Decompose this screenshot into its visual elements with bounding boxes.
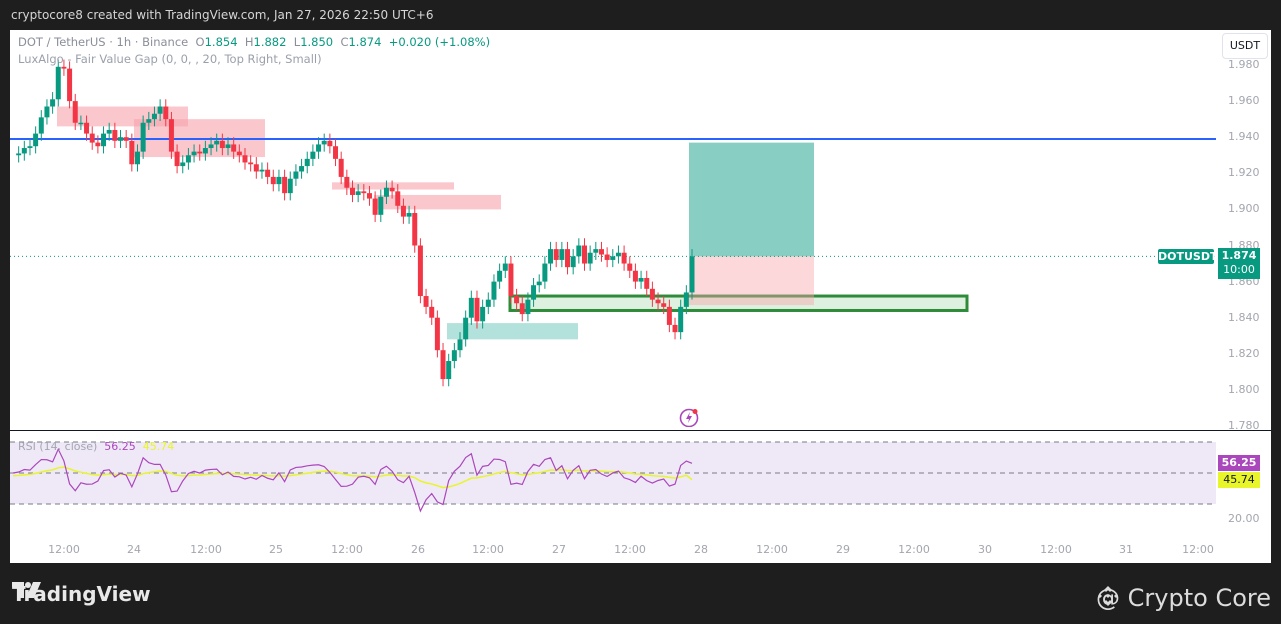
- indicator-legend[interactable]: LuxAlgo - Fair Value Gap (0, 0, , 20, To…: [18, 52, 322, 66]
- time-tick: 12:00: [331, 543, 363, 556]
- watermark-text: @ Crypto Core: [1096, 584, 1271, 612]
- tradingview-logo-icon: [12, 582, 41, 598]
- time-tick: 30: [978, 543, 992, 556]
- last-price: 1.874: [1221, 249, 1257, 262]
- price-tick: 1.920: [1228, 166, 1260, 180]
- attribution-bar: cryptocore8 created with TradingView.com…: [0, 0, 1281, 30]
- price-tick: 1.900: [1228, 202, 1260, 216]
- time-tick: 29: [836, 543, 850, 556]
- rsi-value: 56.25: [104, 440, 136, 453]
- price-tick: 1.820: [1228, 346, 1260, 360]
- candlestick-chart[interactable]: [10, 30, 1271, 563]
- time-tick: 12:00: [898, 543, 930, 556]
- currency-button[interactable]: USDT: [1222, 33, 1268, 59]
- pane-separator[interactable]: [10, 430, 1271, 431]
- binance-diamond-icon: [1098, 586, 1119, 606]
- rsi-legend[interactable]: RSI (14, close) 56.25 45.74: [18, 440, 174, 453]
- high-value: 1.882: [253, 35, 287, 49]
- time-tick: 31: [1119, 543, 1133, 556]
- symbol-name: DOT / TetherUS · 1h · Binance: [18, 35, 189, 49]
- time-tick: 12:00: [1040, 543, 1072, 556]
- time-tick: 24: [127, 543, 141, 556]
- time-tick: 12:00: [472, 543, 504, 556]
- time-tick: 27: [552, 543, 566, 556]
- low-value: 1.850: [300, 35, 334, 49]
- time-tick: 28: [694, 543, 708, 556]
- rsi-value-tag: 56.25: [1218, 455, 1260, 471]
- watermark: @ Crypto Core: [1096, 584, 1271, 612]
- rsi-ma-tag: 45.74: [1218, 472, 1260, 488]
- price-tick: 1.980: [1228, 58, 1260, 71]
- time-tick: 12:00: [48, 543, 80, 556]
- price-tick: 1.960: [1228, 94, 1260, 108]
- bar-countdown: 10:00: [1223, 263, 1255, 276]
- price-tick: 1.940: [1228, 130, 1260, 144]
- change-value: +0.020 (+1.08%): [388, 35, 491, 49]
- time-tick: 12:00: [756, 543, 788, 556]
- tradingview-logo[interactable]: TradingView: [12, 582, 151, 606]
- lightning-alert-icon[interactable]: [679, 407, 699, 427]
- time-tick: 12:00: [614, 543, 646, 556]
- rsi-axis-label: 20.00: [1228, 512, 1260, 525]
- attribution-text: cryptocore8 created with TradingView.com…: [11, 8, 434, 22]
- rsi-label: RSI (14, close): [18, 440, 98, 453]
- price-tick: 1.840: [1228, 310, 1260, 324]
- time-tick: 26: [411, 543, 425, 556]
- time-tick: 25: [269, 543, 283, 556]
- rsi-ma-value: 45.74: [142, 440, 175, 453]
- price-tick: 1.780: [1228, 419, 1260, 432]
- symbol-legend: DOT / TetherUS · 1h · Binance O1.854 H1.…: [18, 35, 491, 49]
- time-tick: 12:00: [1182, 543, 1214, 556]
- close-value: 1.874: [348, 35, 382, 49]
- time-tick: 12:00: [190, 543, 222, 556]
- last-price-label: 1.874 10:00: [1218, 248, 1260, 279]
- symbol-price-tag: DOTUSDT: [1158, 249, 1218, 264]
- price-tick: 1.800: [1228, 382, 1260, 396]
- chart-panel[interactable]: DOT / TetherUS · 1h · Binance O1.854 H1.…: [10, 30, 1271, 563]
- open-value: 1.854: [204, 35, 238, 49]
